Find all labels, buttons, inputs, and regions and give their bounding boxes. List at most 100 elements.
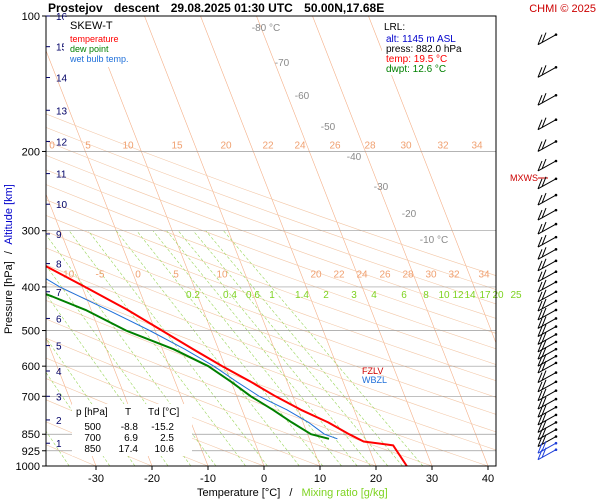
wind-barb bbox=[537, 396, 558, 410]
wind-barb-flag bbox=[541, 339, 547, 351]
mixing-ratio-line bbox=[46, 264, 192, 466]
station-coords: 50.00N,17.68E bbox=[304, 1, 384, 15]
lrl-title: LRL: bbox=[384, 22, 405, 33]
wind-barb-shaft bbox=[537, 94, 557, 106]
wind-barb-flag bbox=[541, 158, 547, 170]
dry-adiabat bbox=[46, 215, 496, 381]
isotherm-line bbox=[46, 49, 209, 466]
wind-barb-flag bbox=[541, 234, 547, 246]
y-axis-label-pressure: Pressure [hPa] bbox=[3, 261, 15, 334]
altitude-tick-label: 3 bbox=[56, 392, 62, 403]
wind-barb-flag bbox=[537, 160, 543, 172]
mixing-ratio-line bbox=[152, 230, 342, 466]
wind-barb-flag bbox=[541, 289, 547, 300]
wind-barb-shaft bbox=[537, 333, 557, 345]
y-axis-label-altitude: Altitude [km] bbox=[3, 184, 15, 245]
wind-barb bbox=[537, 298, 558, 312]
isotherm-label: 30 bbox=[400, 140, 412, 151]
wind-barb-shaft bbox=[537, 194, 557, 206]
altitude-tick-label: 14 bbox=[56, 74, 68, 85]
altitude-tick-label: 12 bbox=[56, 137, 68, 148]
wind-barb bbox=[537, 412, 558, 426]
temperature-tick-label: 30 bbox=[426, 473, 438, 485]
isotherm-label: 5 bbox=[173, 269, 179, 280]
wind-barb-station bbox=[554, 208, 558, 212]
altitude-tick-label: 9 bbox=[56, 230, 62, 241]
altitude-tick-label: 2 bbox=[56, 416, 62, 427]
wind-barb-station bbox=[554, 397, 558, 401]
wind-barb-flag bbox=[537, 406, 543, 418]
wind-barb-shaft bbox=[537, 236, 557, 248]
wind-barb-shaft bbox=[537, 260, 557, 272]
wind-barb-shaft bbox=[537, 223, 557, 235]
wind-barb-flag bbox=[541, 388, 547, 399]
wind-barb-shaft bbox=[537, 381, 557, 393]
wind-barb bbox=[537, 32, 558, 46]
wind-barb bbox=[537, 279, 558, 293]
wind-barb-flag bbox=[537, 271, 543, 282]
wind-barb-flag bbox=[537, 300, 543, 312]
mixing-ratio-label: 8 bbox=[423, 290, 429, 301]
wind-barb-flag bbox=[541, 412, 547, 424]
pressure-axis: 100 200 300 400 500 600 700 850 925 1000 bbox=[16, 11, 46, 473]
dry-adiabat bbox=[46, 247, 496, 415]
wind-barb-station bbox=[554, 389, 558, 392]
wind-barb-shaft bbox=[537, 160, 557, 172]
mixing-ratio-label: 1 bbox=[269, 290, 275, 301]
dry-adiabat bbox=[46, 169, 496, 334]
wind-barb-flag bbox=[537, 309, 543, 321]
wind-barb-station bbox=[554, 235, 558, 239]
wind-barb bbox=[537, 139, 558, 152]
wind-barb-station bbox=[554, 340, 558, 344]
wind-barb-station bbox=[554, 317, 558, 320]
wind-barb bbox=[537, 192, 558, 206]
sounding-mode: descent bbox=[114, 1, 159, 15]
wbzl-label: WBZL bbox=[362, 375, 387, 385]
mixing-ratio-label: 25 bbox=[510, 290, 522, 301]
isotherm-label: 24 bbox=[356, 269, 368, 280]
mixing-ratio-label: 4 bbox=[371, 290, 377, 301]
isotherm-label: 32 bbox=[437, 140, 449, 151]
wind-barb-flag bbox=[537, 348, 543, 360]
table-cell: 2.5 bbox=[160, 433, 174, 444]
wind-barb bbox=[537, 441, 558, 454]
adiabat-label: -10 °C bbox=[420, 235, 448, 246]
data-table: p [hPa] T Td [°C] 500 -8.8 -15.2 700 6.9… bbox=[72, 404, 192, 456]
wind-barb-station bbox=[554, 299, 558, 303]
wind-barb-shaft bbox=[537, 318, 557, 329]
wind-barb-station bbox=[554, 33, 558, 36]
wind-barb bbox=[537, 234, 558, 248]
pressure-tick-label: 400 bbox=[22, 282, 40, 294]
altitude-tick-label: 10 bbox=[56, 200, 68, 211]
wind-barb bbox=[537, 420, 558, 433]
wind-barb-flag bbox=[537, 318, 543, 329]
wind-barb-shaft bbox=[537, 372, 557, 384]
dry-adiabat bbox=[46, 154, 496, 319]
wind-barb-flag bbox=[541, 298, 547, 310]
adiabat-label: -70 bbox=[275, 58, 290, 69]
table-cell: 700 bbox=[84, 433, 101, 444]
wind-barb-station bbox=[554, 371, 558, 374]
wind-barb-flag bbox=[537, 443, 543, 454]
wind-barb-flag bbox=[541, 32, 547, 43]
wind-barb-shaft bbox=[537, 362, 557, 374]
wind-barb-flag bbox=[537, 355, 543, 367]
isotherm-labels: 0 5 10 15 20 22 24 26 28 30 32 34-10 -5 0 5 10 20 22 24 26 2… bbox=[49, 23, 522, 301]
wind-barb-station bbox=[554, 325, 558, 328]
station-name: Prostejov bbox=[48, 1, 103, 15]
isotherm-label: 28 bbox=[402, 269, 414, 280]
wind-barb bbox=[537, 158, 558, 172]
wind-barb-station bbox=[554, 222, 558, 226]
temperature-tick-label: 20 bbox=[370, 473, 382, 485]
wind-barb-flag bbox=[537, 362, 543, 374]
wind-barb-flag bbox=[541, 346, 547, 358]
wind-barb-shaft bbox=[537, 341, 557, 353]
wind-barb-flag bbox=[537, 334, 543, 345]
dry-adiabat bbox=[46, 127, 496, 290]
wind-barb-shaft bbox=[537, 209, 557, 221]
pressure-tick-label: 600 bbox=[22, 361, 40, 373]
isotherm-line bbox=[144, 16, 321, 466]
wind-barb-flag bbox=[541, 420, 547, 431]
wind-barb-flag bbox=[541, 396, 547, 408]
wind-barb-flag bbox=[541, 258, 547, 270]
